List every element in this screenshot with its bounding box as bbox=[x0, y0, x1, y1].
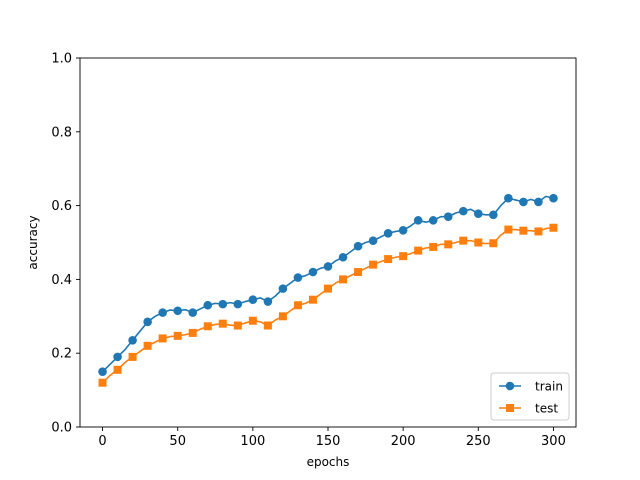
x-tick-label: 200 bbox=[391, 434, 416, 449]
data-point-test bbox=[233, 321, 242, 330]
data-point-train bbox=[489, 210, 498, 220]
legend-marker-test bbox=[506, 404, 514, 412]
data-point-test bbox=[128, 352, 137, 361]
data-point-train bbox=[338, 252, 348, 262]
data-point-train bbox=[128, 335, 137, 345]
y-tick-label: 0.6 bbox=[51, 199, 72, 214]
data-point-train bbox=[233, 299, 243, 309]
data-point-train bbox=[368, 236, 378, 245]
legend-label-train: train bbox=[535, 380, 563, 394]
axes-layer: 0 50 100 150 200 250 300 0.0 0.2 0.4 0.6 0.8 1.0 epoc… bbox=[26, 52, 577, 469]
data-point-train bbox=[218, 299, 228, 309]
y-tick-label: 1.0 bbox=[51, 52, 72, 67]
data-point-test bbox=[339, 275, 348, 284]
x-tick-label: 0 bbox=[98, 434, 106, 449]
y-tick-label: 0.4 bbox=[51, 273, 72, 288]
data-point-test bbox=[534, 227, 543, 236]
data-point-test bbox=[369, 260, 378, 269]
x-tick-label: 250 bbox=[466, 434, 491, 449]
data-point-train bbox=[158, 308, 167, 317]
data-point-test bbox=[549, 223, 558, 232]
data-point-train bbox=[519, 197, 528, 207]
data-point-test bbox=[293, 301, 302, 310]
data-point-train bbox=[293, 273, 303, 282]
data-point-test bbox=[474, 238, 483, 247]
y-tick-label: 0.0 bbox=[51, 421, 72, 436]
series-train bbox=[98, 193, 558, 376]
data-point-train bbox=[398, 226, 408, 235]
y-tick-label: 0.2 bbox=[51, 347, 72, 362]
data-point-train bbox=[323, 262, 333, 271]
data-point-train bbox=[549, 193, 558, 203]
data-point-test bbox=[504, 225, 513, 234]
legend-marker-train bbox=[505, 381, 515, 391]
data-point-test bbox=[158, 334, 167, 343]
y-axis-title: accuracy bbox=[26, 215, 40, 269]
series-layer bbox=[98, 193, 558, 387]
data-point-train bbox=[428, 216, 438, 225]
data-point-train bbox=[458, 206, 468, 216]
data-point-test bbox=[278, 312, 287, 321]
x-tick-label: 100 bbox=[240, 434, 265, 449]
data-point-test bbox=[399, 252, 408, 261]
data-point-train bbox=[474, 209, 483, 219]
data-point-test bbox=[98, 378, 107, 387]
data-point-train bbox=[504, 193, 513, 203]
data-point-train bbox=[188, 308, 198, 317]
legend-label-test: test bbox=[535, 402, 558, 416]
data-point-train bbox=[143, 317, 152, 327]
data-point-test bbox=[384, 255, 393, 264]
data-point-train bbox=[98, 367, 107, 376]
data-point-test bbox=[263, 321, 272, 330]
x-tick-label: 150 bbox=[316, 434, 341, 449]
y-tick-label: 0.8 bbox=[51, 125, 72, 140]
data-point-test bbox=[519, 226, 528, 235]
data-point-train bbox=[263, 297, 273, 306]
data-point-train bbox=[203, 300, 213, 310]
legend: train test bbox=[490, 372, 570, 421]
data-point-test bbox=[203, 322, 212, 331]
data-point-test bbox=[143, 341, 152, 350]
data-point-test bbox=[414, 246, 423, 255]
data-point-train bbox=[353, 241, 363, 251]
data-point-train bbox=[383, 228, 393, 238]
data-point-test bbox=[113, 365, 122, 374]
data-point-test bbox=[444, 240, 453, 249]
data-point-train bbox=[413, 216, 423, 225]
data-point-test bbox=[354, 268, 363, 277]
x-tick-label: 300 bbox=[541, 434, 566, 449]
data-point-train bbox=[173, 306, 182, 316]
data-point-test bbox=[324, 284, 332, 293]
data-point-test bbox=[429, 242, 438, 251]
x-tick-label: 50 bbox=[169, 434, 186, 449]
series-test bbox=[98, 223, 558, 387]
data-point-test bbox=[459, 236, 468, 245]
x-axis-title: epochs bbox=[307, 455, 350, 469]
data-point-train bbox=[248, 295, 258, 304]
data-point-test bbox=[248, 316, 257, 325]
data-point-test bbox=[173, 331, 182, 340]
legend-entry-test: test bbox=[499, 402, 558, 416]
data-point-train bbox=[278, 284, 288, 293]
data-point-test bbox=[218, 319, 227, 328]
data-point-train bbox=[443, 212, 453, 221]
data-point-train bbox=[534, 197, 543, 207]
data-point-test bbox=[308, 295, 317, 304]
data-point-train bbox=[113, 352, 122, 362]
data-point-test bbox=[489, 239, 498, 248]
legend-entry-train: train bbox=[499, 380, 563, 394]
data-point-test bbox=[188, 328, 197, 337]
data-point-train bbox=[308, 267, 318, 277]
